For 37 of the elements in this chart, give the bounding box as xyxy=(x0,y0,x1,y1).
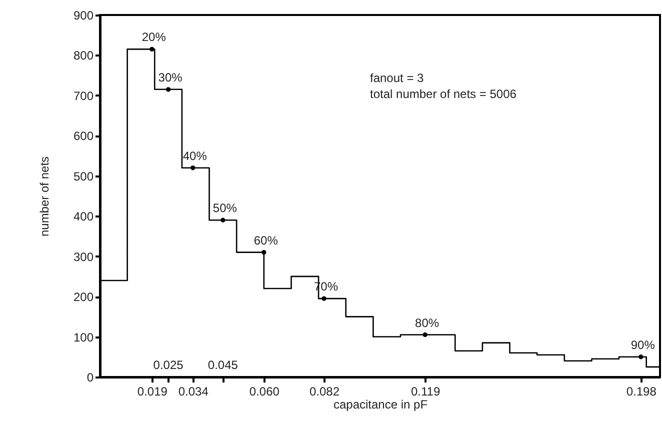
point xyxy=(166,87,171,92)
y-tick-label: 600 xyxy=(73,129,94,144)
annotation: 40% xyxy=(182,148,208,163)
annotation: 20% xyxy=(142,30,166,44)
y-tick-label: 700 xyxy=(73,88,94,103)
annotation: 0.025 xyxy=(153,358,184,372)
y-tick-label: 0 xyxy=(86,370,94,384)
annotation: 60% xyxy=(254,233,278,248)
point xyxy=(150,46,154,52)
x-axis-title: capacitance in pF xyxy=(333,398,428,412)
x-tick-label: 0.019 xyxy=(137,384,168,398)
y-tick-label: 400 xyxy=(73,210,94,224)
point xyxy=(220,218,226,222)
y-tick-label: 200 xyxy=(73,290,94,304)
x-tick-label: 0.060 xyxy=(249,384,280,398)
annotation: total number of nets = 5006 xyxy=(370,87,517,101)
annotation: 80% xyxy=(415,316,440,330)
point xyxy=(322,296,326,301)
annotation: 50% xyxy=(212,201,238,216)
point xyxy=(422,332,428,338)
annotation: fanout = 3 xyxy=(370,71,424,85)
point xyxy=(638,354,644,360)
x-tick-label: 0.082 xyxy=(309,384,340,398)
annotation: 90% xyxy=(630,338,656,352)
y-axis-title: number of nets xyxy=(37,156,52,237)
point xyxy=(190,166,196,170)
point xyxy=(262,250,266,255)
y-tick-label: 300 xyxy=(73,250,94,264)
y-tick-label: 500 xyxy=(73,169,94,184)
annotation: 0.045 xyxy=(208,358,238,372)
annotation: 30% xyxy=(158,70,183,84)
x-tick-label: 0.034 xyxy=(178,384,209,398)
y-tick-label: 900 xyxy=(73,8,94,22)
x-tick-label: 0.119 xyxy=(411,384,440,398)
y-tick-label: 100 xyxy=(73,330,94,344)
x-tick-label: 0.198 xyxy=(626,384,657,398)
y-tick-label: 800 xyxy=(73,48,94,63)
